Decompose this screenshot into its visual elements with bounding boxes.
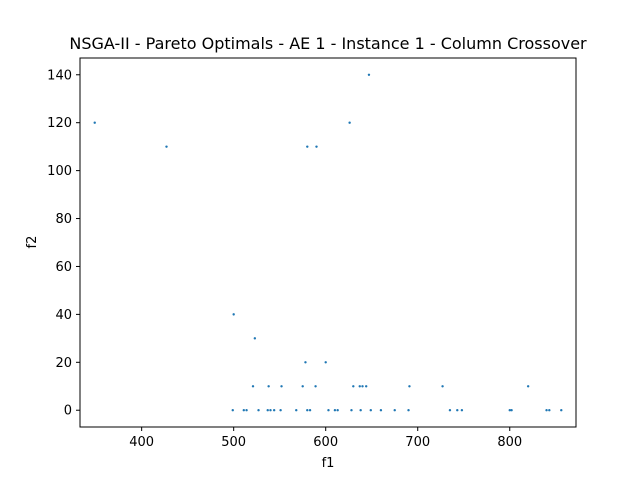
data-point	[253, 337, 257, 340]
data-point	[269, 409, 272, 412]
y-axis-label: f2	[25, 236, 40, 249]
y-tick-label: 20	[55, 356, 72, 371]
data-point	[336, 409, 339, 412]
y-tick-label: 60	[55, 260, 72, 275]
data-point	[308, 409, 312, 412]
data-point	[245, 409, 248, 412]
data-point	[165, 145, 168, 148]
data-point	[327, 409, 330, 412]
data-point	[242, 409, 245, 412]
data-point	[526, 385, 530, 388]
data-point	[456, 409, 459, 412]
data-point	[333, 409, 337, 412]
y-tick-label: 100	[47, 164, 72, 179]
data-point	[352, 385, 355, 388]
data-point	[93, 121, 96, 124]
data-point	[361, 385, 364, 388]
data-point	[393, 409, 396, 412]
chart-title: NSGA-II - Pareto Optimals - AE 1 - Insta…	[69, 34, 587, 53]
data-point	[306, 145, 309, 148]
data-point	[266, 409, 269, 412]
y-axis: 0 20 40 60 80 100 120 140	[47, 68, 80, 419]
plot-frame	[79, 57, 577, 428]
x-tick-label: 600	[313, 435, 338, 450]
x-tick-label: 400	[129, 435, 154, 450]
data-point	[280, 385, 283, 388]
data-point	[408, 385, 411, 388]
data-point	[448, 409, 452, 412]
y-tick-label: 40	[55, 308, 72, 323]
data-point	[510, 409, 513, 412]
data-point	[358, 385, 361, 388]
data-point	[460, 409, 464, 412]
data-point	[379, 409, 383, 412]
x-tick-label: 500	[221, 435, 246, 450]
data-point	[369, 409, 372, 412]
data-point	[257, 409, 260, 412]
data-point	[231, 409, 234, 412]
data-point	[545, 409, 548, 412]
data-point	[548, 409, 551, 412]
y-tick-label: 80	[55, 212, 72, 227]
data-point	[441, 385, 444, 388]
data-point	[314, 385, 317, 388]
data-point	[304, 361, 307, 364]
data-point	[407, 409, 410, 412]
y-tick-label: 0	[64, 404, 72, 419]
x-tick-label: 800	[497, 435, 522, 450]
data-point	[301, 385, 304, 388]
data-point	[272, 409, 276, 412]
data-point	[348, 121, 351, 124]
x-axis: 400 500 600 700 800	[129, 427, 522, 450]
data-point	[364, 385, 368, 388]
data-point	[251, 385, 255, 388]
data-point	[315, 145, 318, 148]
data-point	[306, 409, 309, 412]
data-point	[359, 409, 362, 412]
data-point	[295, 409, 298, 412]
data-point	[267, 385, 270, 388]
x-tick-label: 700	[405, 435, 430, 450]
data-point	[279, 409, 282, 412]
data-point	[367, 73, 371, 76]
y-tick-label: 120	[47, 116, 72, 131]
data-point	[232, 313, 235, 316]
data-point	[350, 409, 353, 412]
data-point	[560, 409, 563, 412]
points-group	[93, 73, 563, 412]
data-point	[324, 361, 327, 364]
y-tick-label: 140	[47, 68, 72, 83]
x-axis-label: f1	[322, 456, 335, 471]
data-point	[508, 409, 511, 412]
